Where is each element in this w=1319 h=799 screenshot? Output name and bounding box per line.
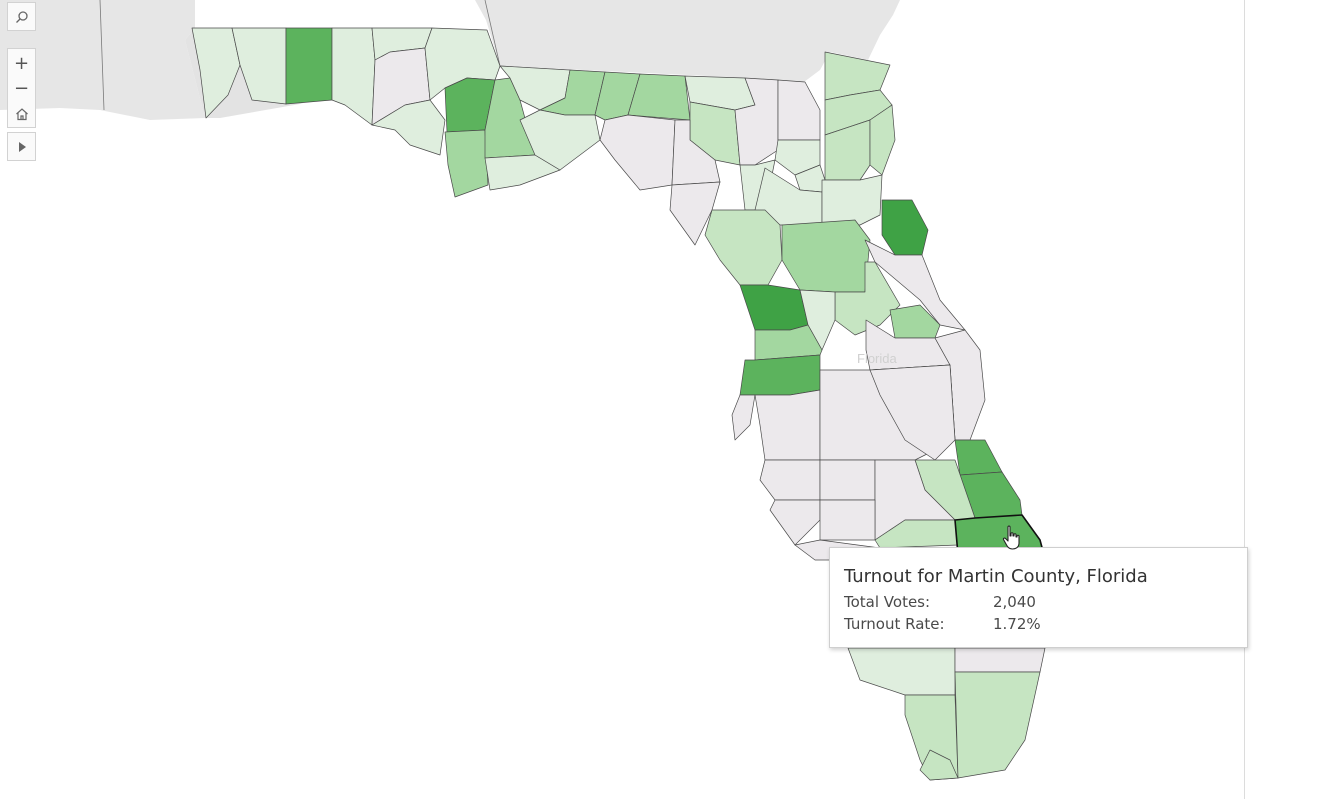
county-citrus[interactable]	[739, 284, 809, 331]
county-indian-river[interactable]	[954, 439, 1003, 476]
county-levy[interactable]	[704, 209, 783, 286]
tooltip-label: Turnout Rate:	[844, 615, 945, 633]
zoom-in-button[interactable]: +	[13, 52, 30, 74]
county-hendry[interactable]	[847, 647, 956, 696]
view-divider	[1244, 0, 1245, 799]
county-palm-beach[interactable]	[954, 647, 1046, 673]
county-st-johns[interactable]	[869, 104, 896, 176]
zoom-controls: + −	[7, 48, 36, 128]
county-marion[interactable]	[781, 219, 871, 293]
county-putnam[interactable]	[821, 174, 883, 226]
county-wakulla[interactable]	[519, 109, 601, 171]
county-monroe-keys[interactable]	[919, 749, 959, 781]
county-walton[interactable]	[331, 27, 376, 126]
county-dixie[interactable]	[669, 181, 721, 246]
search-button[interactable]	[7, 2, 36, 31]
county-flagler[interactable]	[881, 199, 929, 256]
county-franklin[interactable]	[484, 154, 561, 191]
county-sumter[interactable]	[799, 289, 836, 351]
county-taylor[interactable]	[599, 114, 676, 191]
reset-view-button[interactable]	[8, 101, 35, 126]
play-icon	[18, 141, 26, 152]
county-manatee[interactable]	[759, 459, 821, 501]
county-santa-rosa[interactable]	[231, 27, 287, 105]
search-icon	[15, 10, 28, 23]
county-sarasota[interactable]	[769, 499, 821, 546]
county-desoto[interactable]	[819, 499, 876, 541]
county-baker[interactable]	[777, 79, 821, 141]
county-okaloosa[interactable]	[285, 27, 333, 105]
tooltip-label: Total Votes:	[844, 593, 931, 611]
tooltip-value: 1.72%	[993, 615, 1041, 633]
county-bay[interactable]	[371, 99, 446, 156]
expand-toolbar-button[interactable]	[7, 132, 36, 161]
hand-cursor-icon	[1002, 525, 1020, 550]
county-hillsborough[interactable]	[754, 389, 821, 461]
county-broward-dade[interactable]	[954, 671, 1041, 779]
tooltip-title: Turnout for Martin County, Florida	[844, 566, 1148, 587]
county-hardee[interactable]	[819, 459, 876, 501]
zoom-out-button[interactable]: −	[13, 77, 30, 99]
tooltip-value: 2,040	[993, 593, 1036, 611]
county-lake[interactable]	[834, 261, 901, 336]
county-clay[interactable]	[824, 119, 871, 181]
neighbor-states-region	[0, 0, 900, 120]
county-tooltip: Turnout for Martin County, Florida Total…	[829, 547, 1248, 648]
home-icon	[15, 107, 28, 120]
county-pinellas[interactable]	[731, 394, 756, 441]
county-pasco[interactable]	[739, 354, 821, 396]
state-label: Florida	[857, 351, 898, 366]
county-gulf[interactable]	[444, 129, 489, 198]
county-seminole[interactable]	[889, 304, 941, 339]
